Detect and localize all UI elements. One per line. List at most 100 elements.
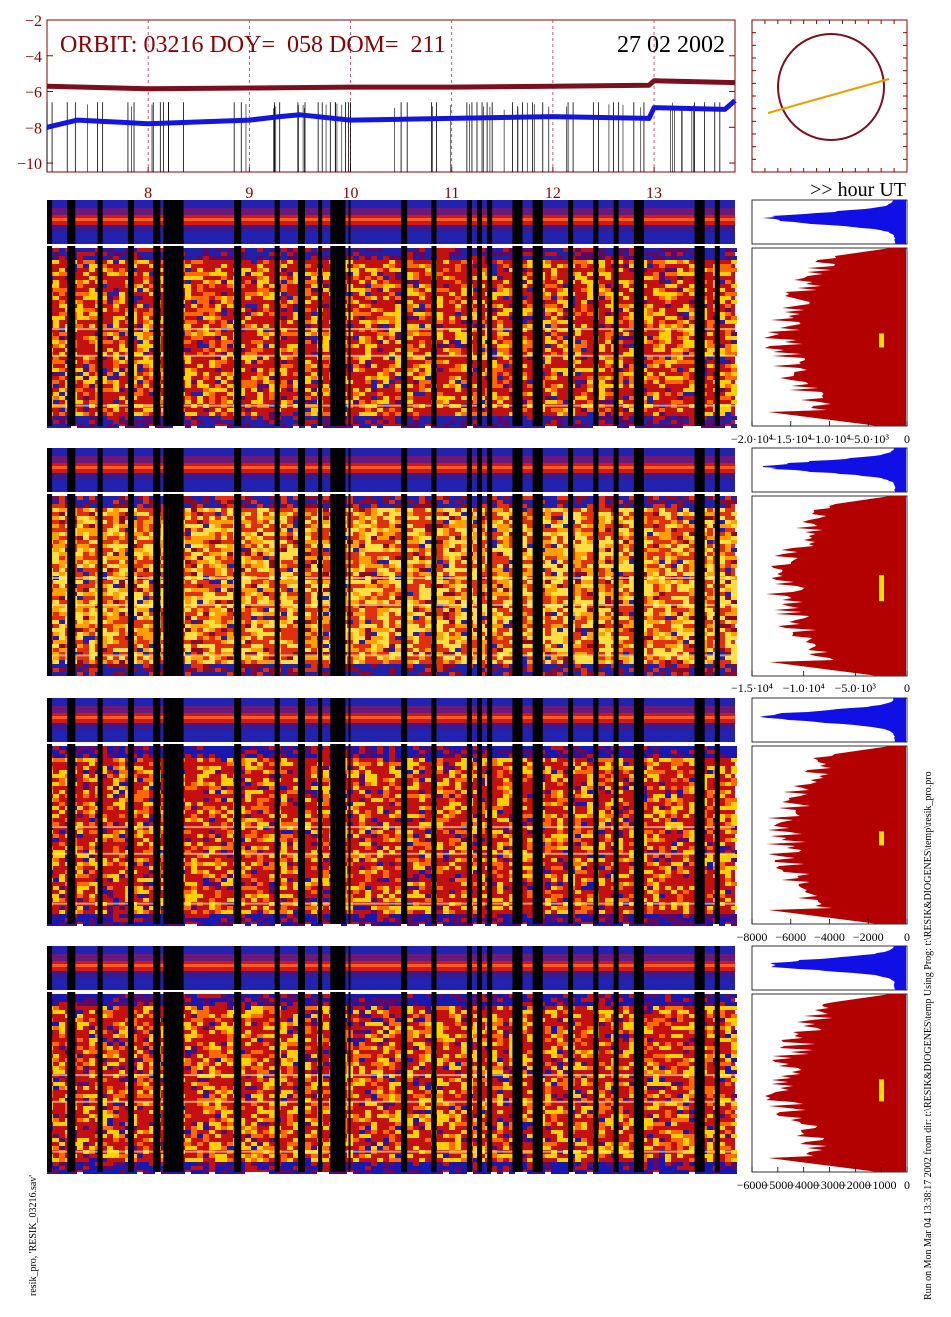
spectrogram-cell: [659, 580, 665, 584]
spectrogram-cell: [359, 264, 365, 268]
spectrogram-cell: [581, 420, 587, 424]
spectrogram-cell: [119, 272, 125, 276]
y-tick-label: −8: [25, 120, 42, 137]
spectrogram-cell: [557, 280, 563, 284]
spectrogram-cell: [413, 552, 419, 556]
spectrogram-cell: [221, 412, 227, 416]
spectrogram-cell: [473, 248, 479, 252]
spectrogram-cell: [197, 420, 203, 424]
spectrogram-cell: [587, 368, 593, 372]
spectrogram-cell: [653, 524, 659, 528]
spectrogram-cell: [113, 496, 119, 500]
spectrogram-cell: [707, 568, 713, 572]
spectrogram-cell: [389, 292, 395, 296]
spectrogram-cell: [281, 332, 287, 336]
spectrogram-cell: [113, 288, 119, 292]
spectrogram-cell: [443, 400, 449, 404]
spectrogram-cell: [509, 268, 515, 272]
spectrogram-cell: [221, 276, 227, 280]
spectrogram-cell: [185, 588, 191, 592]
spectrogram-cell: [377, 496, 383, 500]
spectrogram-cell: [191, 296, 197, 300]
spectrogram-cell: [263, 288, 269, 292]
spectrogram-cell: [461, 560, 467, 564]
spectrogram-cell: [143, 288, 149, 292]
spectrogram-cell: [305, 252, 311, 256]
spectrogram-cell: [221, 552, 227, 556]
spectrogram-cell: [59, 412, 65, 416]
spectrogram-cell: [137, 252, 143, 256]
spectrogram-cell: [665, 504, 671, 508]
spectrogram-cell: [509, 552, 515, 556]
spectrogram-cell: [263, 356, 269, 360]
spectrogram-cell: [377, 372, 383, 376]
spectrogram-cell: [521, 392, 527, 396]
spectrogram-cell: [53, 392, 59, 396]
spectrogram-cell: [707, 540, 713, 544]
spectrogram-cell: [623, 420, 629, 424]
spectrogram-cell: [269, 504, 275, 508]
spectrogram-cell: [293, 344, 299, 348]
spectrogram-cell: [587, 412, 593, 416]
spectrogram-cell: [293, 384, 299, 388]
spectrogram-cell: [659, 264, 665, 268]
spectrogram-cell: [311, 288, 317, 292]
spectrogram-cell: [689, 504, 695, 508]
spectrogram-cell: [305, 368, 311, 372]
spectrogram-cell: [107, 496, 113, 500]
spectrogram-cell: [461, 584, 467, 588]
spectrogram-cell: [449, 496, 455, 500]
spectrogram-cell: [269, 296, 275, 300]
spectrogram-cell: [281, 380, 287, 384]
spectrogram-cell: [77, 316, 83, 320]
spectrogram-cell: [707, 556, 713, 560]
spectrogram-cell: [377, 336, 383, 340]
spectrogram-cell: [683, 388, 689, 392]
spectrogram-cell: [209, 580, 215, 584]
spectrogram-cell: [107, 512, 113, 516]
spectrogram-cell: [395, 568, 401, 572]
spectrogram-cell: [521, 424, 527, 428]
spectrogram-cell: [665, 532, 671, 536]
strip-separator: [47, 244, 735, 246]
spectrogram-cell: [617, 364, 623, 368]
spectrogram-cell: [269, 380, 275, 384]
spectrogram-cell: [215, 356, 221, 360]
spectrogram-cell: [665, 364, 671, 368]
spectrogram-cell: [677, 360, 683, 364]
spectrogram-cell: [521, 548, 527, 552]
spectrogram-cell: [587, 400, 593, 404]
spectrogram-cell: [725, 364, 731, 368]
spectrogram-cell: [563, 500, 569, 504]
spectrogram-cell: [587, 296, 593, 300]
spectrogram-cell: [143, 564, 149, 568]
spectrogram-cell: [473, 528, 479, 532]
spectrogram-cell: [77, 420, 83, 424]
spectrogram-cell: [77, 280, 83, 284]
spectrogram-cell: [389, 260, 395, 264]
x-tick-label: 9: [245, 185, 253, 202]
spectrogram-cell: [383, 584, 389, 588]
spectrogram-cell: [245, 312, 251, 316]
spectrogram-cell: [497, 288, 503, 292]
spectrogram-cell: [563, 316, 569, 320]
spectrogram-cell: [305, 528, 311, 532]
spectrogram-cell: [239, 540, 245, 544]
spectrogram-cell: [371, 252, 377, 256]
spectrogram-cell: [503, 292, 509, 296]
spectrogram-cell: [353, 344, 359, 348]
spectrogram-cell: [557, 416, 563, 420]
spectrogram-cell: [371, 344, 377, 348]
spectrogram-cell: [719, 264, 725, 268]
spectrogram-cell: [731, 352, 737, 356]
spectrogram-cell: [491, 340, 497, 344]
spectrogram-cell: [419, 384, 425, 388]
spectrogram-cell: [455, 280, 461, 284]
spectrogram-cell: [617, 360, 623, 364]
spectrogram-cell: [575, 556, 581, 560]
spectrogram-cell: [503, 536, 509, 540]
spectrogram-cell: [353, 416, 359, 420]
spectrogram-cell: [521, 280, 527, 284]
spectrogram-cell: [731, 500, 737, 504]
spectrogram-cell: [629, 348, 635, 352]
